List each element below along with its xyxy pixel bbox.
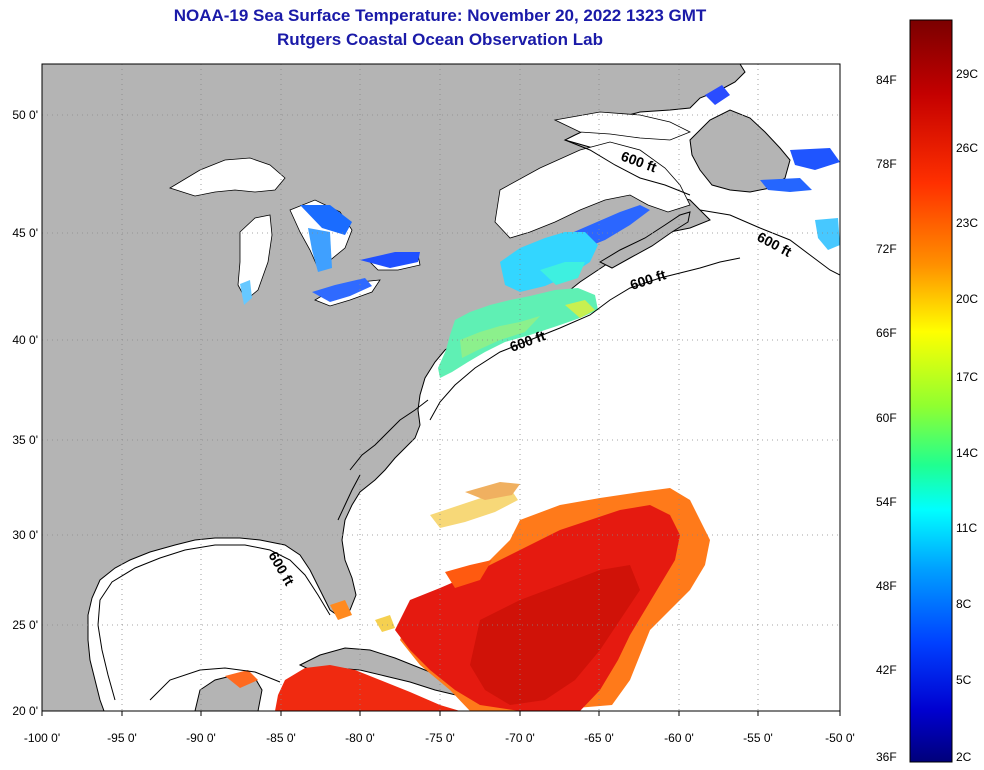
latitude-tick-label: 20 0': [12, 704, 38, 718]
latitude-tick-label: 25 0': [12, 618, 38, 632]
map-subtitle: Rutgers Coastal Ocean Observation Lab: [277, 30, 603, 49]
longitude-axis: -100 0' -95 0' -90 0' -85 0' -80 0' -75 0' -70…: [24, 711, 855, 745]
longitude-tick-label: -70 0': [505, 731, 535, 745]
colorbar-fahrenheit-label: 66F: [876, 326, 897, 340]
colorbar-celsius-label: 26C: [956, 141, 979, 155]
colorbar-fahrenheit-label: 42F: [876, 663, 897, 677]
colorbar-celsius-label: 17C: [956, 370, 979, 384]
colorbar-celsius-label: 23C: [956, 216, 979, 230]
depth-contours: [97, 139, 840, 701]
latitude-tick-label: 45 0': [12, 226, 38, 240]
colorbar-fahrenheit-label: 72F: [876, 242, 897, 256]
sst-shelf-patches: [438, 232, 598, 378]
longitude-tick-label: -55 0': [743, 731, 773, 745]
lake-michigan: [237, 214, 273, 301]
hudson-strait-water: [553, 111, 691, 141]
gulf-st-lawrence: [494, 141, 691, 239]
map-title: NOAA-19 Sea Surface Temperature: Novembe…: [173, 6, 707, 25]
latitude-tick-label: 30 0': [12, 528, 38, 542]
longitude-tick-label: -65 0': [584, 731, 614, 745]
sst-warm-patches: [225, 482, 710, 711]
colorbar-fahrenheit-label: 78F: [876, 157, 897, 171]
longitude-tick-label: -90 0': [186, 731, 216, 745]
colorbar-celsius-label: 2C: [956, 750, 972, 764]
longitude-tick-label: -60 0': [664, 731, 694, 745]
colorbar-fahrenheit-label: 60F: [876, 411, 897, 425]
land-nova-scotia: [598, 211, 691, 269]
latitude-tick-label: 50 0': [12, 108, 38, 122]
colorbar: [909, 19, 953, 763]
latitude-axis: 20 0' 25 0' 30 0' 35 0' 40 0' 45 0' 50 0': [12, 108, 38, 718]
grid-lines: [42, 64, 840, 711]
colorbar-celsius-label: 11C: [956, 521, 978, 535]
lake-superior: [169, 157, 286, 197]
map-frame: [41, 63, 841, 712]
colorbar-celsius-label: 8C: [956, 597, 972, 611]
longitude-tick-label: -100 0': [24, 731, 60, 745]
colorbar-fahrenheit-label: 54F: [876, 495, 897, 509]
colorbar-fahrenheit-label: 84F: [876, 73, 897, 87]
longitude-tick-label: -50 0': [825, 731, 855, 745]
colorbar-fahrenheit-label: 48F: [876, 579, 897, 593]
latitude-tick-label: 40 0': [12, 333, 38, 347]
longitude-tick-label: -80 0': [345, 731, 375, 745]
colorbar-fahrenheit-label: 36F: [876, 750, 897, 764]
colorbar-celsius-label: 5C: [956, 673, 972, 687]
colorbar-celsius-label: 29C: [956, 67, 979, 81]
land-newfoundland: [689, 109, 791, 193]
latitude-tick-label: 35 0': [12, 433, 38, 447]
longitude-tick-label: -75 0': [425, 731, 455, 745]
longitude-tick-label: -95 0': [107, 731, 137, 745]
longitude-tick-label: -85 0': [266, 731, 296, 745]
colorbar-celsius-label: 14C: [956, 446, 979, 460]
colorbar-celsius-label: 20C: [956, 292, 979, 306]
